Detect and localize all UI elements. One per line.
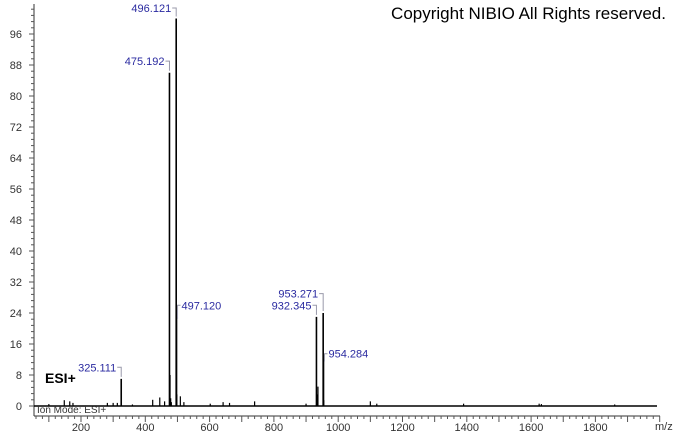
x-tick-label: 400 [136,422,154,434]
x-tick-label: 800 [265,422,283,434]
y-tick-label: 24 [10,308,22,320]
label-connector [324,353,328,362]
y-tick-label: 80 [10,91,22,103]
peaks [48,18,616,406]
y-tick-label: 40 [10,246,22,258]
peak-labels: 325.111 475.192 496.121 497.120 932.345953.2… [78,3,368,377]
x-tick-label: 1200 [390,422,414,434]
y-tick-label: 16 [10,339,22,351]
y-tick-label: 48 [10,215,22,227]
y-tick-label: 88 [10,60,22,72]
ion-mode-label: Ion Mode: ESI+ [37,405,106,416]
label-connector [117,366,122,377]
peak-label: 932.345 [272,300,312,312]
esi-annotation: ESI+ [45,370,76,386]
peak-label: 497.120 [182,300,222,312]
copyright-notice: Copyright NIBIO All Rights reserved. [391,4,666,23]
axes: 0 8 16 24 32 40 48 56 64 72 80 88 96 200 400 600 800 1000… [10,4,661,434]
peak-label: 954.284 [329,349,369,361]
y-tick-label: 72 [10,122,22,134]
x-axis-label: m/z [655,421,673,433]
peak-label: 953.271 [278,289,318,301]
peak-label: 475.192 [125,56,165,68]
label-connector [172,7,177,17]
y-tick-label: 32 [10,277,22,289]
y-tick-label: 8 [16,370,22,382]
x-tick-label: 200 [72,422,90,434]
y-tick-label: 56 [10,184,22,196]
label-connector [319,293,324,311]
label-connector [177,304,181,319]
y-tick-label: 0 [16,401,22,413]
y-tick-label: 96 [10,29,22,41]
label-connector [312,304,317,315]
x-tick-label: 600 [200,422,218,434]
x-tick-label: 1400 [455,422,479,434]
label-connector [165,60,170,71]
x-tick-label: 1000 [326,422,350,434]
x-tick-label: 1800 [583,422,607,434]
peak-label: 496.121 [131,3,171,15]
x-tick-label: 1600 [519,422,543,434]
peak-label: 325.111 [78,362,116,374]
y-tick-label: 64 [10,153,22,165]
